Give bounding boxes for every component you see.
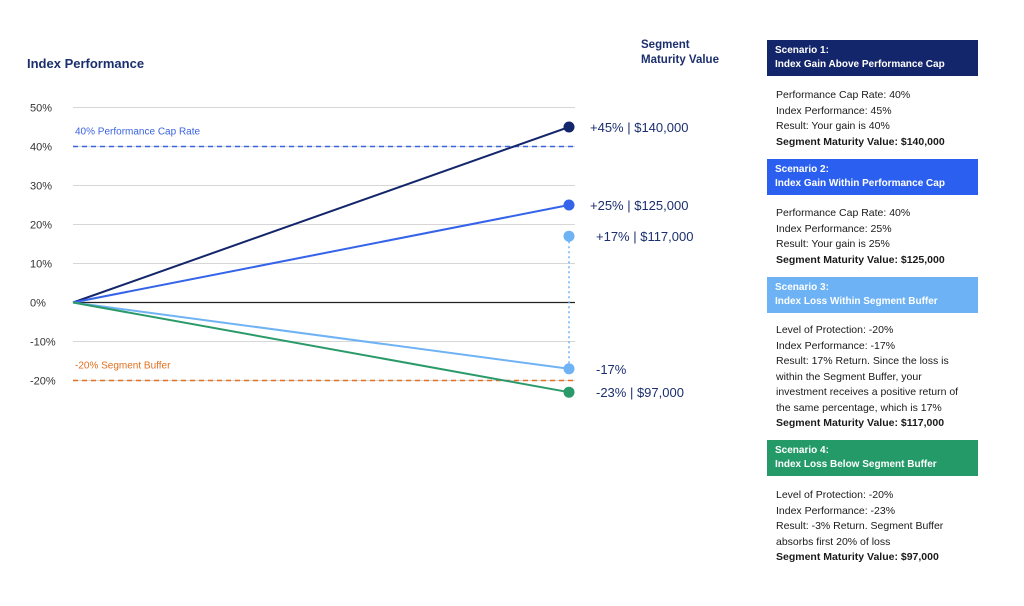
scenario-detail-line: Level of Protection: -20% bbox=[776, 324, 894, 336]
series-end-label-4: -23% | $97,000 bbox=[596, 385, 684, 400]
series-line-4 bbox=[72, 301, 570, 394]
scenario-detail-line: the same percentage, which is 17% bbox=[776, 401, 942, 414]
scenario-detail-line: absorbs first 20% of loss bbox=[776, 535, 891, 548]
series-end-point-3 bbox=[563, 363, 575, 375]
scenario-detail-line: Result: Your gain is 25% bbox=[776, 238, 890, 250]
series-end-point-1 bbox=[563, 121, 575, 133]
maturity-value-heading-line2: Maturity Value bbox=[641, 54, 719, 66]
scenario-subtitle: Index Gain Within Performance Cap bbox=[775, 178, 945, 189]
scenario-maturity-value: Segment Maturity Value: $125,000 bbox=[776, 253, 945, 266]
scenario-title: Scenario 3: bbox=[775, 282, 829, 293]
scenario-detail-line: Result: Your gain is 40% bbox=[776, 120, 890, 132]
maturity-value-heading: Segment Maturity Value bbox=[641, 38, 741, 68]
scenario-detail-line: investment receives a positive return of bbox=[776, 386, 959, 398]
chart-title: Index Performance bbox=[27, 56, 145, 71]
y-tick-label: 20% bbox=[30, 220, 52, 232]
scenario-3-details: Level of Protection: -20% Index Performan… bbox=[776, 323, 986, 432]
y-tick-label: 10% bbox=[30, 259, 52, 271]
series-line-1 bbox=[72, 126, 570, 304]
y-tick-label: 40% bbox=[30, 142, 52, 154]
scenario-detail-line: Index Performance: 45% bbox=[776, 104, 892, 117]
scenario-subtitle: Index Loss Within Segment Buffer bbox=[775, 296, 938, 307]
series-end-label-3: -17% bbox=[596, 362, 627, 377]
series-line-3 bbox=[72, 301, 570, 370]
scenario-title: Scenario 1: bbox=[775, 45, 829, 56]
scenario-1-details: Performance Cap Rate: 40% Index Performan… bbox=[776, 88, 986, 150]
scenario-detail-line: Performance Cap Rate: 40% bbox=[776, 89, 911, 101]
maturity-value-heading-line1: Segment bbox=[641, 39, 690, 51]
scenario-subtitle: Index Gain Above Performance Cap bbox=[775, 59, 945, 70]
scenario-detail-line: Index Performance: -23% bbox=[776, 504, 896, 517]
reference-line-label-0: 40% Performance Cap Rate bbox=[75, 127, 201, 138]
series-end-point-4 bbox=[563, 386, 575, 398]
scenario-maturity-value: Segment Maturity Value: $140,000 bbox=[776, 135, 945, 148]
series-line-2 bbox=[72, 204, 570, 304]
scenario-detail-line: Performance Cap Rate: 40% bbox=[776, 207, 911, 219]
buffered-return-label: +17% | $117,000 bbox=[596, 229, 693, 244]
scenario-detail-line: Index Performance: 25% bbox=[776, 222, 892, 235]
scenario-4-header: Scenario 4: Index Loss Below Segment Buff… bbox=[767, 440, 978, 476]
scenario-detail-line: Result: 17% Return. Since the loss is bbox=[776, 355, 949, 367]
y-tick-label: 30% bbox=[30, 181, 52, 193]
y-tick-label: 50% bbox=[30, 103, 52, 115]
series-end-point-2 bbox=[563, 199, 575, 211]
buffered-return-point bbox=[563, 230, 575, 242]
scenario-detail-line: Result: -3% Return. Segment Buffer bbox=[776, 520, 944, 532]
y-tick-label: 0% bbox=[30, 298, 46, 310]
scenario-detail-line: within the Segment Buffer, your bbox=[776, 370, 922, 383]
scenario-2-header: Scenario 2: Index Gain Within Performance… bbox=[767, 159, 978, 195]
scenario-maturity-value: Segment Maturity Value: $117,000 bbox=[776, 417, 945, 429]
scenario-subtitle: Index Loss Below Segment Buffer bbox=[775, 459, 937, 470]
scenario-detail-line: Index Performance: -17% bbox=[776, 339, 896, 352]
scenario-4-details: Level of Protection: -20% Index Performan… bbox=[776, 488, 986, 566]
scenario-title: Scenario 4: bbox=[775, 445, 829, 456]
scenario-detail-line: Level of Protection: -20% bbox=[776, 489, 894, 501]
scenario-3-header: Scenario 3: Index Loss Within Segment Buf… bbox=[767, 277, 978, 313]
series-end-label-1: +45% | $140,000 bbox=[590, 120, 688, 135]
scenario-2-details: Performance Cap Rate: 40% Index Performan… bbox=[776, 206, 986, 268]
index-performance-chart: 50% 40% 30% 20% 10% 0% -10% -20% 40% Performance… bbox=[30, 103, 693, 401]
scenario-title: Scenario 2: bbox=[775, 164, 829, 175]
reference-line-label-1: -20% Segment Buffer bbox=[75, 361, 171, 372]
scenario-1-header: Scenario 1: Index Gain Above Performance … bbox=[767, 40, 978, 76]
y-tick-label: -20% bbox=[30, 376, 56, 388]
series-end-label-2: +25% | $125,000 bbox=[590, 198, 688, 213]
scenario-maturity-value: Segment Maturity Value: $97,000 bbox=[776, 551, 939, 563]
y-tick-label: -10% bbox=[30, 337, 56, 349]
